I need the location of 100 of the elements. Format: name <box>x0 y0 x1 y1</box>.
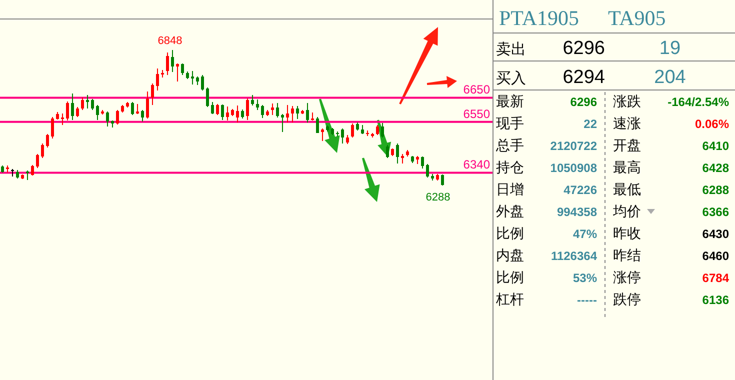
text: 持仓 <box>496 159 524 175</box>
text: 19 <box>659 38 681 59</box>
candlestick <box>146 91 149 119</box>
text: 比例 <box>496 269 524 285</box>
text: -164/2.54% <box>668 95 730 109</box>
candlestick <box>141 109 144 122</box>
text: 最低 <box>613 181 641 197</box>
candlestick <box>296 106 299 120</box>
candlestick <box>401 154 404 164</box>
text: 22 <box>584 117 598 131</box>
text: 卖出 <box>496 41 526 58</box>
candlestick <box>191 70 194 85</box>
text: 现手 <box>496 115 524 131</box>
candlestick <box>426 164 429 178</box>
candlestick <box>61 112 64 126</box>
text: 6296 <box>570 95 598 109</box>
candlestick <box>406 150 409 157</box>
ref-line-label: 6550 <box>463 106 490 121</box>
candlestick <box>86 94 89 109</box>
candlestick <box>206 87 209 106</box>
candlestick <box>341 128 344 144</box>
candlestick <box>81 97 84 110</box>
text: 内盘 <box>496 247 524 263</box>
text: 速涨 <box>613 115 641 131</box>
text: 2120722 <box>550 139 598 153</box>
candlestick <box>286 104 289 124</box>
text: 6428 <box>702 161 730 175</box>
candlestick <box>256 98 259 111</box>
candlestick <box>186 71 189 80</box>
candlestick <box>176 64 179 82</box>
candlestick <box>321 128 324 142</box>
candlestick <box>136 104 139 114</box>
text: PTA1905 <box>499 6 579 30</box>
text: 6294 <box>562 67 606 88</box>
text: 6136 <box>702 293 730 307</box>
annotation: 6848 <box>158 34 182 47</box>
text: 均价 <box>612 203 641 219</box>
candlestick <box>51 116 54 139</box>
text: 6366 <box>702 205 730 219</box>
candlestick <box>41 143 44 159</box>
candlestick <box>311 112 314 120</box>
ref-line-label: 6340 <box>463 158 490 172</box>
candlestick <box>31 164 34 176</box>
text: 日增 <box>496 181 524 197</box>
candlestick <box>171 49 174 72</box>
candlestick <box>271 103 274 116</box>
text: 6430 <box>702 227 730 241</box>
candlestick <box>241 108 244 119</box>
candlestick <box>441 175 444 186</box>
candlestick <box>221 105 224 120</box>
candlestick <box>111 121 114 128</box>
text: 外盘 <box>496 203 524 219</box>
candlestick <box>21 175 24 178</box>
text: 0.06% <box>694 117 730 131</box>
annotation: 6288 <box>426 191 450 204</box>
candlestick <box>281 114 284 132</box>
text: 6296 <box>562 38 605 59</box>
candlestick <box>396 142 399 164</box>
text: 204 <box>654 67 686 88</box>
candlestick <box>156 68 159 91</box>
candlestick <box>381 122 384 138</box>
text: 杠杆 <box>495 291 524 307</box>
text: 比例 <box>496 225 524 241</box>
candlestick <box>291 106 294 124</box>
text: 53% <box>572 271 598 285</box>
text: 昨结 <box>613 247 641 263</box>
text: 总手 <box>495 137 524 153</box>
candlestick <box>6 164 9 174</box>
text: 开盘 <box>613 137 641 153</box>
ref-line-label: 6650 <box>463 82 490 97</box>
text: TA905 <box>608 6 666 30</box>
candlestick <box>76 106 79 118</box>
candlestick <box>251 94 254 106</box>
text: 1126364 <box>550 249 598 263</box>
candlestick <box>301 109 304 114</box>
candlestick <box>16 169 19 180</box>
candlestick <box>166 52 169 76</box>
candlestick <box>131 101 134 116</box>
text: 6460 <box>702 249 730 263</box>
text: 最高 <box>613 159 641 175</box>
candlestick <box>211 102 214 114</box>
candlestick <box>226 106 229 122</box>
candlestick <box>126 101 129 107</box>
candlestick <box>151 83 154 106</box>
text: 最新 <box>496 93 524 109</box>
text: 6784 <box>702 271 730 285</box>
text: 昨收 <box>613 225 641 241</box>
candlestick <box>106 111 109 128</box>
text: 6288 <box>702 183 730 197</box>
text: 1050908 <box>550 161 598 175</box>
candlestick <box>236 104 239 124</box>
candlestick <box>196 76 199 86</box>
text: 买入 <box>496 70 526 87</box>
candlestick <box>346 134 349 144</box>
text: 涨跌 <box>613 93 641 109</box>
text: 涨停 <box>613 269 641 285</box>
text: ----- <box>577 293 597 307</box>
candlestick <box>71 92 74 120</box>
text: 6410 <box>702 139 730 153</box>
text: 47226 <box>564 183 598 197</box>
